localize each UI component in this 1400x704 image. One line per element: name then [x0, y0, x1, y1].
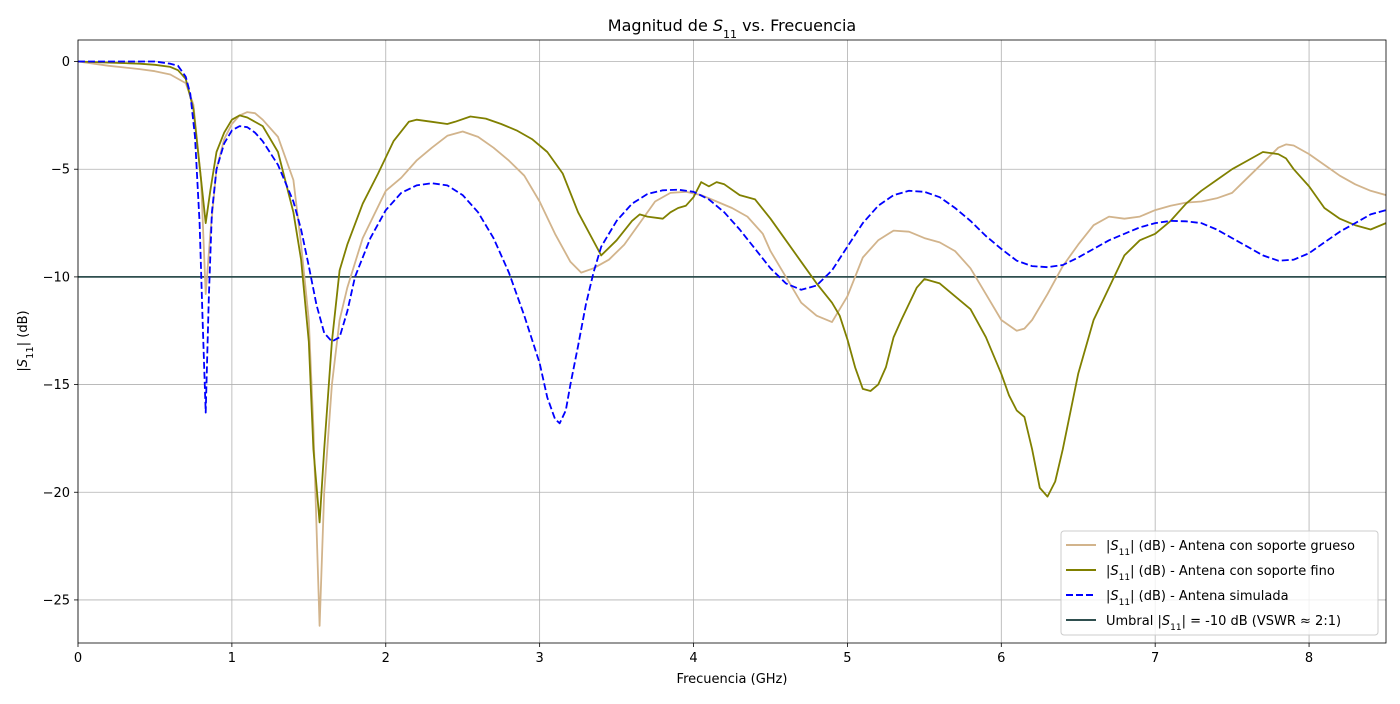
x-tick-label: 3: [536, 651, 544, 666]
legend-entry-simulada: |S11| (dB) - Antena simulada: [1066, 589, 1289, 608]
plot-frame: [77, 39, 1387, 644]
x-tick-label: 6: [997, 651, 1005, 666]
legend-label-fino: |S11| (dB) - Antena con soporte fino: [1106, 564, 1335, 583]
series-line-fino: [78, 60, 1386, 524]
x-tick-label: 7: [1151, 651, 1159, 666]
y-tick-label: −25: [43, 593, 70, 608]
legend-label-umbral: Umbral |S11| = -10 dB (VSWR ≈ 2:1): [1106, 614, 1341, 633]
y-tick-label: −10: [43, 270, 70, 285]
x-tick-label: 5: [843, 651, 851, 666]
legend-entry-umbral: Umbral |S11| = -10 dB (VSWR ≈ 2:1): [1066, 614, 1341, 633]
y-tick-label: −15: [43, 378, 70, 393]
axis-ticks: 0 1 2 3 4 5 6 7 8 0 −5 −10 −15 −20 −25: [43, 55, 1314, 666]
series-line-grueso: [78, 60, 1386, 627]
chart-title: Magnitud de S11 vs. Frecuencia: [608, 16, 856, 41]
series-line-simulada: [78, 60, 1386, 425]
plot-series: [78, 60, 1386, 627]
x-tick-label: 8: [1305, 651, 1313, 666]
x-tick-label: 0: [74, 651, 82, 666]
legend: |S11| (dB) - Antena con soporte grueso |…: [1060, 530, 1379, 636]
y-tick-label: 0: [62, 55, 70, 70]
y-axis-label: |S11| (dB): [16, 310, 36, 371]
x-tick-label: 2: [382, 651, 390, 666]
x-tick-label: 4: [689, 651, 697, 666]
y-tick-label: −20: [43, 486, 70, 501]
legend-label-simulada: |S11| (dB) - Antena simulada: [1106, 589, 1289, 608]
x-tick-label: 1: [228, 651, 236, 666]
legend-label-grueso: |S11| (dB) - Antena con soporte grueso: [1106, 539, 1355, 558]
y-tick-label: −5: [51, 163, 70, 178]
legend-entry-fino: |S11| (dB) - Antena con soporte fino: [1066, 564, 1335, 583]
legend-box: [1060, 530, 1379, 636]
x-axis-label: Frecuencia (GHz): [677, 672, 788, 687]
legend-entry-grueso: |S11| (dB) - Antena con soporte grueso: [1066, 539, 1355, 558]
